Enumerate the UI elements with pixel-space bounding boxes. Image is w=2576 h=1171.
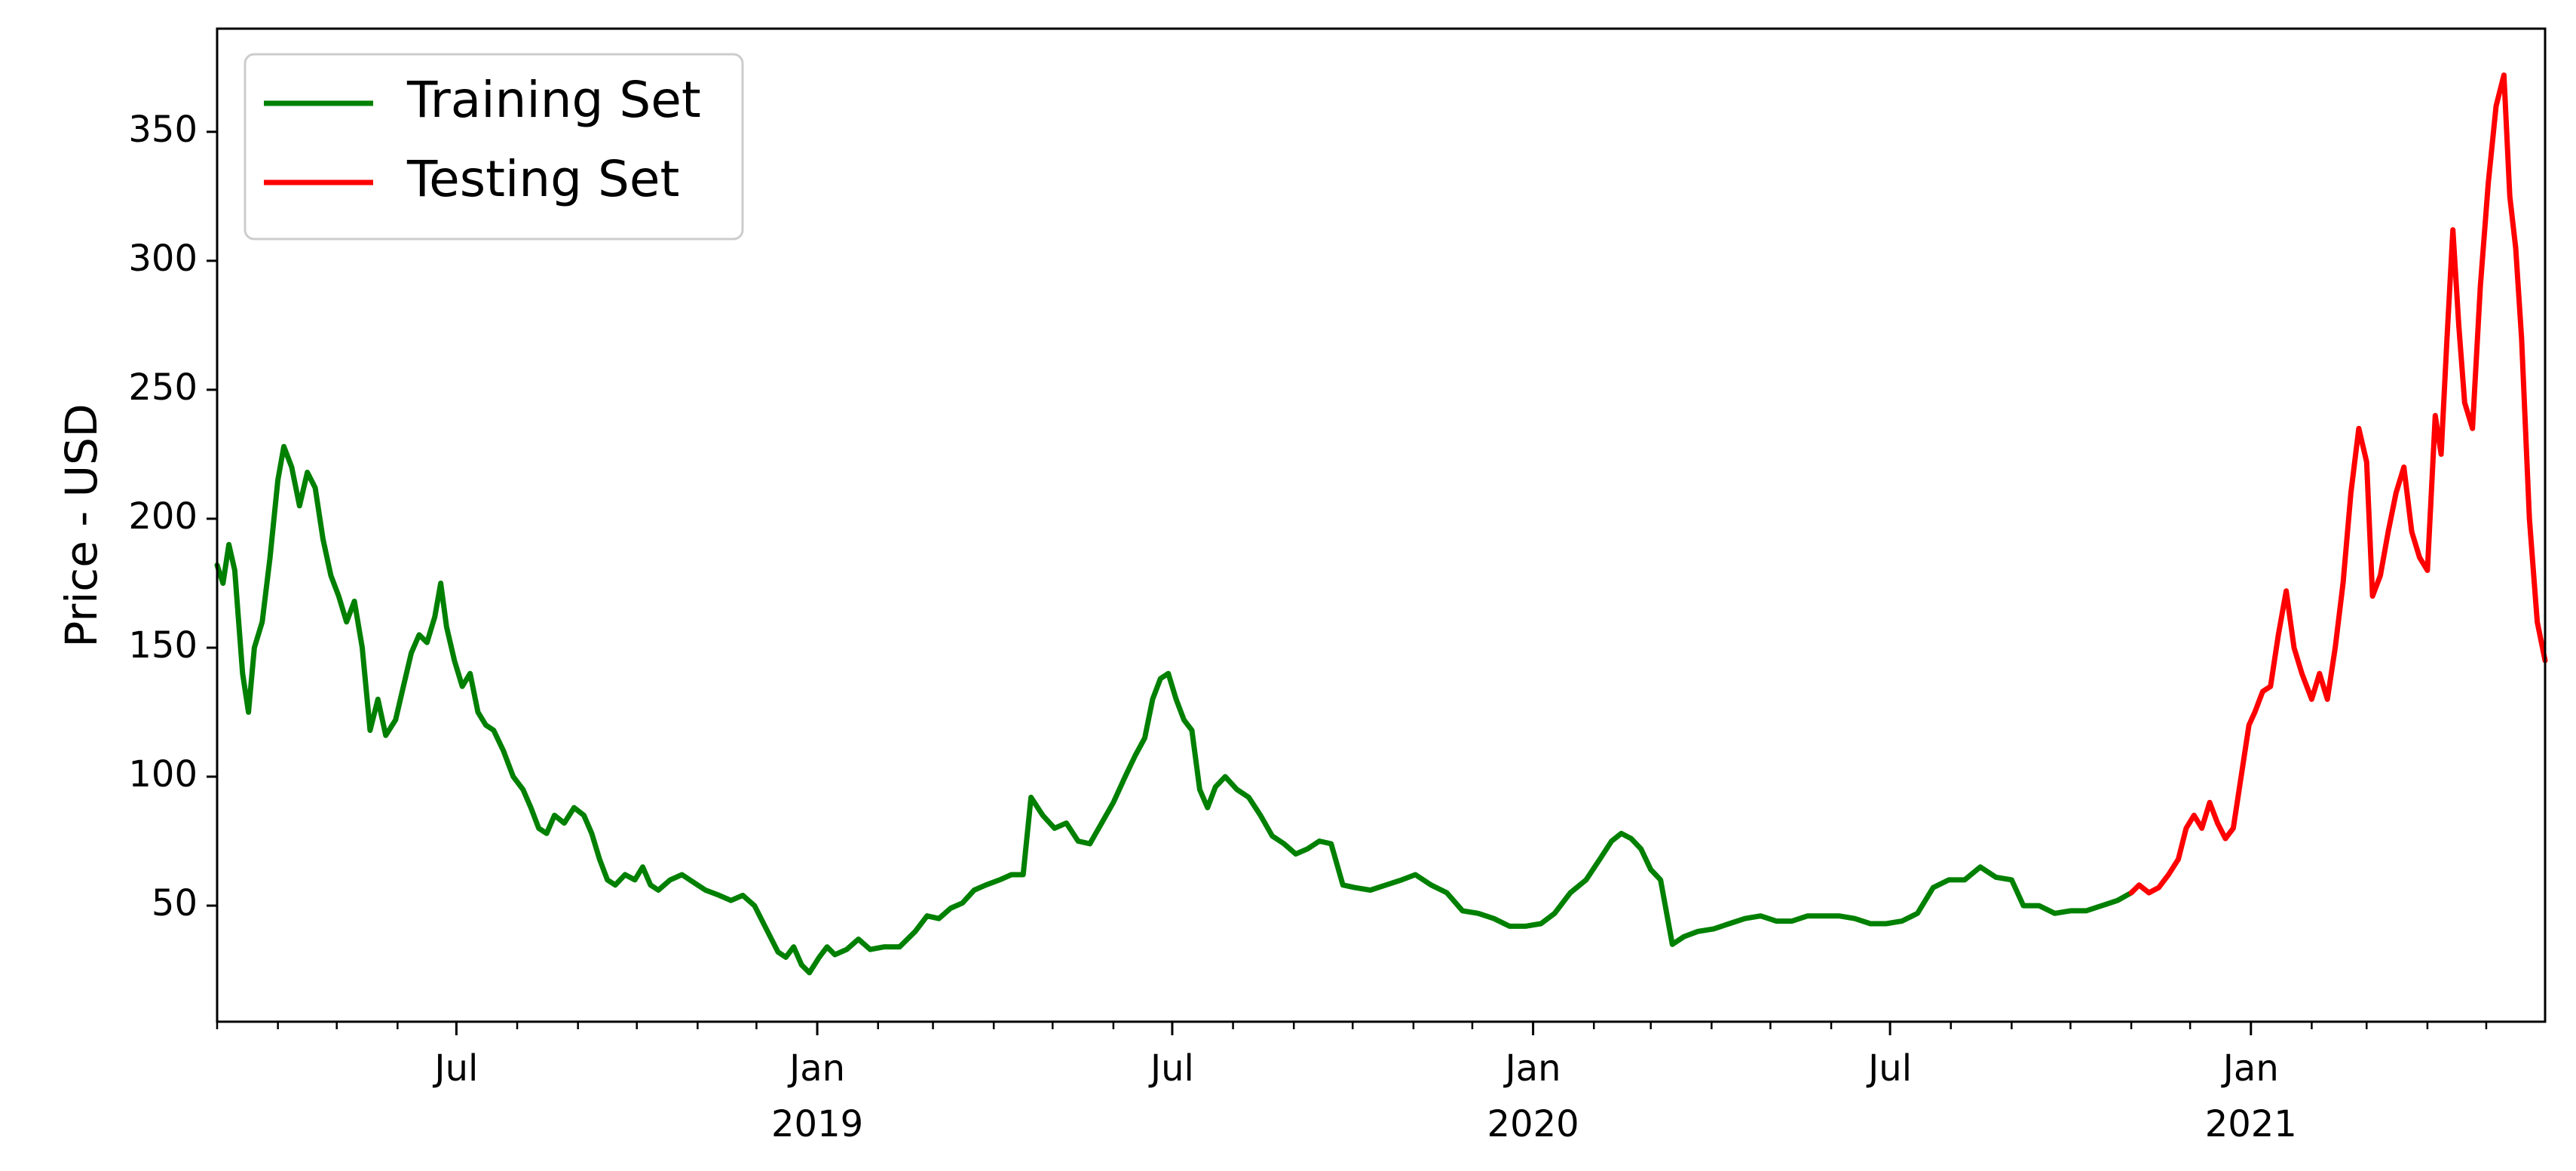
x-tick-label: Jul xyxy=(1148,1047,1194,1090)
series-line-testing xyxy=(2128,72,2548,896)
x-tick-label: Jul xyxy=(1866,1047,1912,1090)
legend-label: Training Set xyxy=(406,71,701,129)
x-tick-label: Jan xyxy=(1503,1047,1561,1090)
x-tick-label: Jul xyxy=(432,1047,478,1090)
y-tick-label: 300 xyxy=(128,238,198,280)
x-tick-label: Jan xyxy=(787,1047,845,1090)
y-tick-label: 200 xyxy=(128,495,198,538)
x-year-label: 2020 xyxy=(1487,1103,1579,1145)
y-axis-label: Price - USD xyxy=(56,403,107,647)
legend: Training Set Testing Set xyxy=(244,53,744,241)
series-layer xyxy=(214,72,2548,976)
x-year-label: 2021 xyxy=(2205,1103,2297,1145)
y-tick-label: 250 xyxy=(128,366,198,409)
y-tick-label: 100 xyxy=(128,753,198,795)
legend-label: Testing Set xyxy=(406,150,679,208)
y-tick-label: 50 xyxy=(152,882,198,924)
y-tick-label: 150 xyxy=(128,624,198,667)
series-line-training xyxy=(214,443,2134,976)
x-year-label: 2019 xyxy=(771,1103,863,1145)
y-tick-label: 350 xyxy=(128,109,198,151)
x-tick-label: Jan xyxy=(2221,1047,2279,1090)
x-axis: Jul Jan 2019 Jul Jan 2020 Jul Jan 2021 xyxy=(216,1022,2488,1145)
plot-frame xyxy=(216,27,2547,1023)
y-axis: 50 100 150 200 250 300 350 xyxy=(128,109,217,924)
legend-box xyxy=(244,53,744,241)
